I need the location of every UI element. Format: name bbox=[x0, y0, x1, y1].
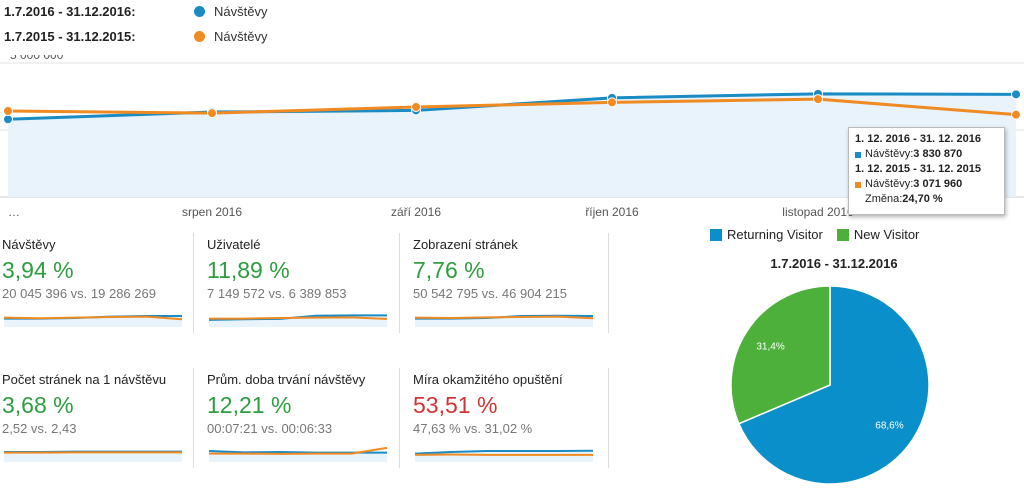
metric-name: Prům. doba trvání návštěvy bbox=[207, 372, 366, 387]
tooltip-current-swatch-icon bbox=[855, 151, 861, 158]
previous-series-point bbox=[3, 105, 13, 116]
previous-series-point bbox=[207, 108, 217, 119]
returning-visitor-swatch-icon bbox=[710, 228, 722, 241]
current-series-point bbox=[1011, 89, 1021, 100]
metric-divider bbox=[193, 233, 194, 333]
x-tick-label: září 2016 bbox=[391, 205, 441, 219]
metric-change: 3,94 % bbox=[2, 257, 74, 283]
legend-current[interactable]: 1.7.2016 - 31.12.2016: Návštěvy bbox=[4, 1, 267, 21]
x-tick-label: listopad 2016 bbox=[782, 205, 854, 219]
tooltip-previous-swatch-icon bbox=[855, 181, 861, 188]
pie-value-label: 31,4% bbox=[756, 342, 784, 353]
tooltip-change-value: 24,70 % bbox=[902, 193, 943, 205]
metric-name: Počet stránek na 1 návštěvu bbox=[2, 372, 167, 387]
metric-comparison: 20 045 396 vs. 19 286 269 bbox=[2, 286, 156, 301]
metric-sparkline bbox=[3, 315, 183, 327]
previous-series-point bbox=[607, 97, 617, 108]
metric-divider bbox=[608, 368, 609, 468]
tooltip-previous-value: 3 071 960 bbox=[913, 178, 963, 190]
legend-previous-range: 1.7.2015 - 31.12.2015: bbox=[4, 28, 136, 44]
sparkline-previous bbox=[3, 315, 183, 321]
pie-legend-returning[interactable]: Returning Visitor bbox=[727, 227, 823, 242]
y-tick-label: 5 000 000 bbox=[10, 55, 64, 62]
new-visitor-swatch-icon bbox=[836, 228, 849, 241]
visitor-type-pie-chart[interactable]: 68,6% 31,4% bbox=[730, 283, 930, 488]
metric-divider bbox=[608, 233, 609, 333]
tooltip-current-value: 3 830 870 bbox=[913, 148, 963, 160]
metric-divider bbox=[193, 368, 194, 468]
metric-divider bbox=[399, 368, 400, 468]
legend-current-range: 1.7.2016 - 31.12.2016: bbox=[4, 3, 136, 19]
sparkline-previous bbox=[209, 316, 388, 320]
metric-pages-per-visit[interactable]: Počet stránek na 1 návštěvu 3,68 % 2,52 … bbox=[2, 372, 192, 482]
sparkline-area bbox=[4, 451, 182, 462]
metric-sparkline bbox=[208, 446, 388, 462]
pie-title: 1.7.2016 - 31.12.2016 bbox=[770, 256, 898, 271]
x-tick-label: říjen 2016 bbox=[585, 205, 639, 219]
x-tick-label: srpen 2016 bbox=[182, 205, 242, 219]
previous-series-point bbox=[1011, 109, 1021, 120]
metric-bounce-rate[interactable]: Míra okamžitého opuštění 53,51 % 47,63 %… bbox=[413, 372, 603, 482]
tooltip-current-row: Návštěvy: 3 830 870 bbox=[855, 147, 998, 162]
metric-comparison: 50 542 795 vs. 46 904 215 bbox=[413, 286, 567, 301]
pie-legend: Returning Visitor New Visitor bbox=[710, 227, 919, 242]
sparkline-previous bbox=[209, 446, 388, 455]
metric-sparkline bbox=[208, 314, 388, 327]
sparkline-previous bbox=[414, 315, 594, 320]
metric-comparison: 00:07:21 vs. 00:06:33 bbox=[207, 421, 333, 436]
metric-sparkline bbox=[4, 450, 182, 462]
legend-current-dot-icon bbox=[194, 5, 205, 17]
pie-legend-new[interactable]: New Visitor bbox=[853, 227, 920, 242]
metric-change: 53,51 % bbox=[413, 392, 498, 418]
metric-name: Uživatelé bbox=[207, 237, 261, 252]
previous-series-line bbox=[7, 97, 1017, 117]
legend-previous-dot-icon bbox=[194, 30, 205, 42]
previous-series-point bbox=[813, 94, 823, 105]
pie-slice-new bbox=[730, 285, 831, 425]
metric-change: 3,68 % bbox=[2, 392, 74, 418]
tooltip-current-label: Návštěvy: bbox=[865, 148, 914, 160]
tooltip-previous-row: Návštěvy: 3 071 960 bbox=[855, 177, 998, 192]
metric-avg-duration[interactable]: Prům. doba trvání návštěvy 12,21 % 00:07… bbox=[207, 372, 397, 482]
legend-previous-metric[interactable]: Návštěvy bbox=[214, 28, 268, 44]
tooltip-range-previous: 1. 12. 2015 - 31. 12. 2015 bbox=[855, 163, 981, 175]
metric-comparison: 2,52 vs. 2,43 bbox=[2, 421, 77, 436]
pie-slice-returning bbox=[737, 285, 930, 485]
chart-tooltip: 1. 12. 2016 - 31. 12. 2016 Návštěvy: 3 8… bbox=[848, 127, 1005, 215]
legend-previous[interactable]: 1.7.2015 - 31.12.2015: Návštěvy bbox=[4, 26, 267, 46]
metric-users[interactable]: Uživatelé 11,89 % 7 149 572 vs. 6 389 85… bbox=[207, 237, 397, 347]
metric-sparkline bbox=[414, 449, 594, 462]
metric-change: 7,76 % bbox=[413, 257, 485, 283]
sparkline-area bbox=[415, 450, 593, 462]
metric-pageviews[interactable]: Zobrazení stránek 7,76 % 50 542 795 vs. … bbox=[413, 237, 603, 347]
metric-visits[interactable]: Návštěvy 3,94 % 20 045 396 vs. 19 286 26… bbox=[2, 237, 192, 347]
tooltip-change-row: Změna: 24,70 % bbox=[855, 192, 998, 207]
legend-current-metric[interactable]: Návštěvy bbox=[214, 3, 268, 19]
x-tick-label: … bbox=[8, 205, 20, 219]
metric-divider bbox=[399, 233, 400, 333]
metric-name: Zobrazení stránek bbox=[413, 237, 518, 252]
pie-value-label: 68,6% bbox=[875, 420, 903, 431]
metric-name: Míra okamžitého opuštění bbox=[413, 372, 563, 387]
sparkline-current bbox=[414, 449, 594, 455]
tooltip-change-label: Změna: bbox=[865, 193, 903, 205]
previous-series-point bbox=[411, 101, 421, 112]
metric-comparison: 47,63 % vs. 31,02 % bbox=[413, 421, 533, 436]
current-series-point bbox=[3, 114, 13, 125]
metric-sparkline bbox=[414, 314, 594, 327]
metric-change: 12,21 % bbox=[207, 392, 292, 418]
metric-change: 11,89 % bbox=[207, 257, 290, 283]
current-series-area bbox=[8, 93, 1016, 197]
metric-comparison: 7 149 572 vs. 6 389 853 bbox=[207, 286, 347, 301]
tooltip-range-current: 1. 12. 2016 - 31. 12. 2016 bbox=[855, 133, 981, 145]
tooltip-previous-label: Návštěvy: bbox=[865, 178, 914, 190]
metric-name: Návštěvy bbox=[2, 237, 56, 252]
